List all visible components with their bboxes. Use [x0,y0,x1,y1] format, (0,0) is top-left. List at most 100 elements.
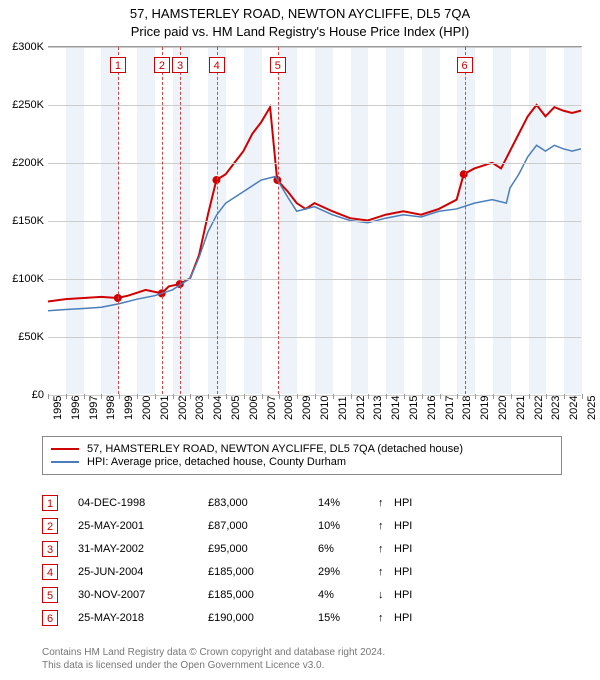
event-row: 2 25-MAY-2001£87,00010%↑HPI [42,518,562,534]
event-pct: 29% [318,566,378,578]
x-axis-label: 2021 [515,396,527,420]
event-price: £190,000 [208,612,318,624]
x-axis-label: 2004 [212,396,224,420]
event-pct: 14% [318,497,378,509]
event-direction-icon: ↑ [378,543,394,555]
legend-swatch [51,448,79,450]
event-direction-icon: ↓ [378,589,394,601]
y-axis-label: £250K [4,99,44,111]
x-axis-label: 2022 [533,396,545,420]
x-axis-label: 2017 [444,396,456,420]
event-suffix: HPI [394,612,412,624]
x-axis-label: 2018 [461,396,473,420]
legend-item: 57, HAMSTERLEY ROAD, NEWTON AYCLIFFE, DL… [51,443,553,455]
event-marker: 1 [42,495,58,511]
footer-line-1: Contains HM Land Registry data © Crown c… [42,646,385,659]
event-pct: 6% [318,543,378,555]
x-axis-label: 2007 [266,396,278,420]
event-date: 25-JUN-2004 [78,566,208,578]
x-axis-label: 2013 [372,396,384,420]
x-axis-label: 2019 [479,396,491,420]
legend-label: 57, HAMSTERLEY ROAD, NEWTON AYCLIFFE, DL… [87,443,463,455]
x-axis-label: 2008 [283,396,295,420]
sale-marker: 6 [457,57,473,73]
event-row: 1 04-DEC-1998£83,00014%↑HPI [42,495,562,511]
sale-marker: 4 [209,57,225,73]
x-axis-label: 2014 [390,396,402,420]
event-direction-icon: ↑ [378,612,394,624]
x-axis-label: 2020 [497,396,509,420]
event-marker: 6 [42,610,58,626]
event-row: 6 25-MAY-2018£190,00015%↑HPI [42,610,562,626]
event-suffix: HPI [394,520,412,532]
event-date: 25-MAY-2018 [78,612,208,624]
legend-item: HPI: Average price, detached house, Coun… [51,456,553,468]
chart-subtitle: Price paid vs. HM Land Registry's House … [0,24,600,39]
event-suffix: HPI [394,543,412,555]
event-suffix: HPI [394,497,412,509]
event-date: 04-DEC-1998 [78,497,208,509]
event-pct: 4% [318,589,378,601]
event-pct: 10% [318,520,378,532]
x-axis-label: 2025 [586,396,598,420]
x-axis-label: 2003 [194,396,206,420]
x-axis-label: 2016 [426,396,438,420]
event-marker: 2 [42,518,58,534]
event-row: 5 30-NOV-2007£185,0004%↓HPI [42,587,562,603]
x-axis-label: 1997 [88,396,100,420]
sale-marker: 3 [172,57,188,73]
chart-plot-area: £0£50K£100K£150K£200K£250K£300K199519961… [48,46,582,394]
x-axis-label: 1996 [70,396,82,420]
x-axis-label: 2001 [159,396,171,420]
x-axis-label: 2000 [141,396,153,420]
y-axis-label: £150K [4,215,44,227]
legend-label: HPI: Average price, detached house, Coun… [87,456,346,468]
legend-swatch [51,461,79,463]
event-suffix: HPI [394,589,412,601]
x-axis-label: 2010 [319,396,331,420]
event-marker: 4 [42,564,58,580]
series-line [48,105,581,302]
sales-events-table: 104-DEC-1998£83,00014%↑HPI225-MAY-2001£8… [42,488,562,633]
event-date: 25-MAY-2001 [78,520,208,532]
x-axis-label: 2011 [337,396,349,420]
x-axis-label: 1998 [105,396,117,420]
event-direction-icon: ↑ [378,520,394,532]
event-row: 331-MAY-2002£95,0006%↑HPI [42,541,562,557]
x-axis-label: 2009 [301,396,313,420]
event-row: 4 25-JUN-2004£185,00029%↑HPI [42,564,562,580]
chart-title: 57, HAMSTERLEY ROAD, NEWTON AYCLIFFE, DL… [0,6,600,21]
event-price: £95,000 [208,543,318,555]
event-price: £185,000 [208,566,318,578]
y-axis-label: £200K [4,157,44,169]
event-suffix: HPI [394,566,412,578]
y-axis-label: £50K [4,331,44,343]
y-axis-label: £100K [4,273,44,285]
x-axis-label: 2015 [408,396,420,420]
chart-legend: 57, HAMSTERLEY ROAD, NEWTON AYCLIFFE, DL… [42,436,562,475]
event-price: £87,000 [208,520,318,532]
event-pct: 15% [318,612,378,624]
event-price: £83,000 [208,497,318,509]
series-line [48,145,581,310]
x-axis-label: 2012 [355,396,367,420]
event-price: £185,000 [208,589,318,601]
footer-line-2: This data is licensed under the Open Gov… [42,659,385,672]
event-marker: 3 [42,541,58,557]
y-axis-label: £300K [4,41,44,53]
x-axis-label: 2002 [177,396,189,420]
x-axis-label: 1995 [52,396,64,420]
x-axis-label: 2006 [248,396,260,420]
x-axis-label: 2023 [550,396,562,420]
sale-marker: 2 [154,57,170,73]
event-direction-icon: ↑ [378,497,394,509]
event-direction-icon: ↑ [378,566,394,578]
sale-marker: 1 [110,57,126,73]
event-date: 30-NOV-2007 [78,589,208,601]
x-axis-label: 2024 [568,396,580,420]
event-marker: 5 [42,587,58,603]
footer-attribution: Contains HM Land Registry data © Crown c… [42,646,385,672]
x-axis-label: 2005 [230,396,242,420]
sale-marker: 5 [270,57,286,73]
y-axis-label: £0 [4,389,44,401]
